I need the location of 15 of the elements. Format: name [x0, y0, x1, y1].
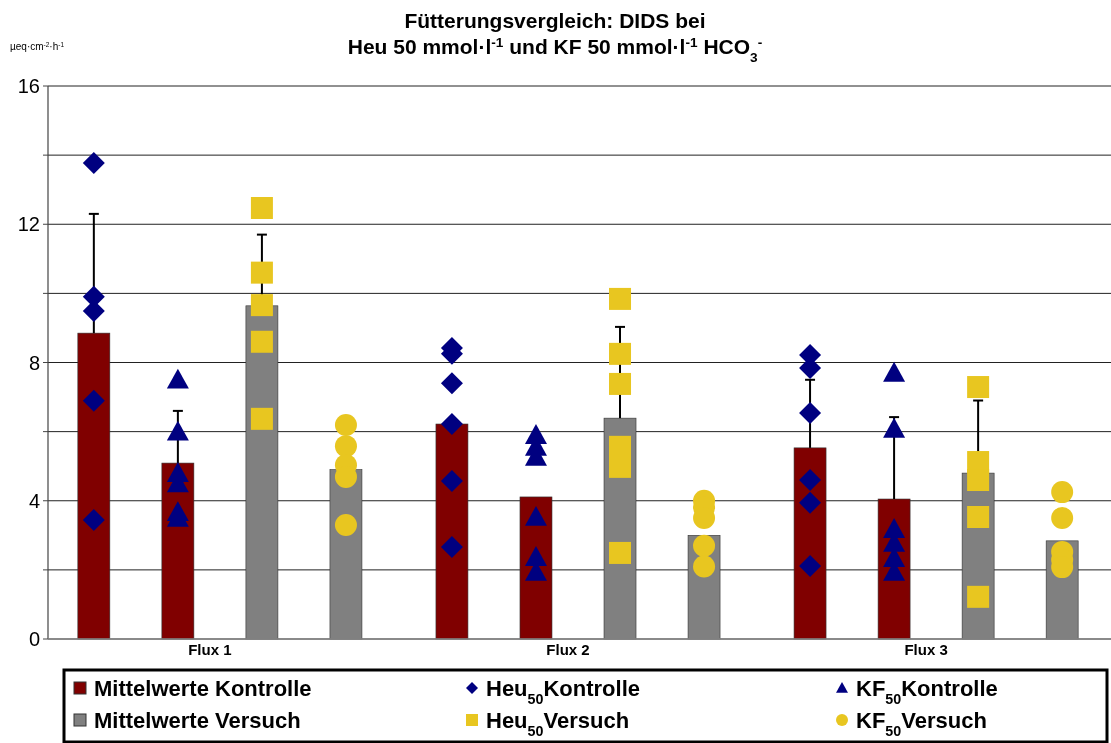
- y-tick-label: 8: [28, 351, 40, 374]
- legend-label: Heu$_{50}$Versuch: [486, 707, 630, 739]
- y-tick-label: 0: [28, 628, 40, 650]
- x-tick-label: Flux 2: [546, 641, 590, 658]
- legend-label: Mittelwerte Versuch: [94, 707, 301, 733]
- legend-label: Mittelwerte Kontrolle: [94, 675, 312, 701]
- legend-label: KF$_{50}$Kontrolle: [856, 675, 998, 707]
- y-tick-label: 12: [17, 213, 40, 236]
- y-tick-label: 16: [17, 75, 40, 97]
- x-tick-label: Flux 1: [188, 641, 232, 658]
- legend-label: KF$_{50}$Versuch: [856, 707, 987, 739]
- y-axis-title: µeq·cm$^{-2}$·h$^{-1}$: [10, 40, 65, 52]
- x-tick-label: Flux 3: [904, 641, 948, 658]
- legend-label: Heu$_{50}$Kontrolle: [486, 675, 641, 707]
- y-tick-label: 4: [28, 489, 40, 512]
